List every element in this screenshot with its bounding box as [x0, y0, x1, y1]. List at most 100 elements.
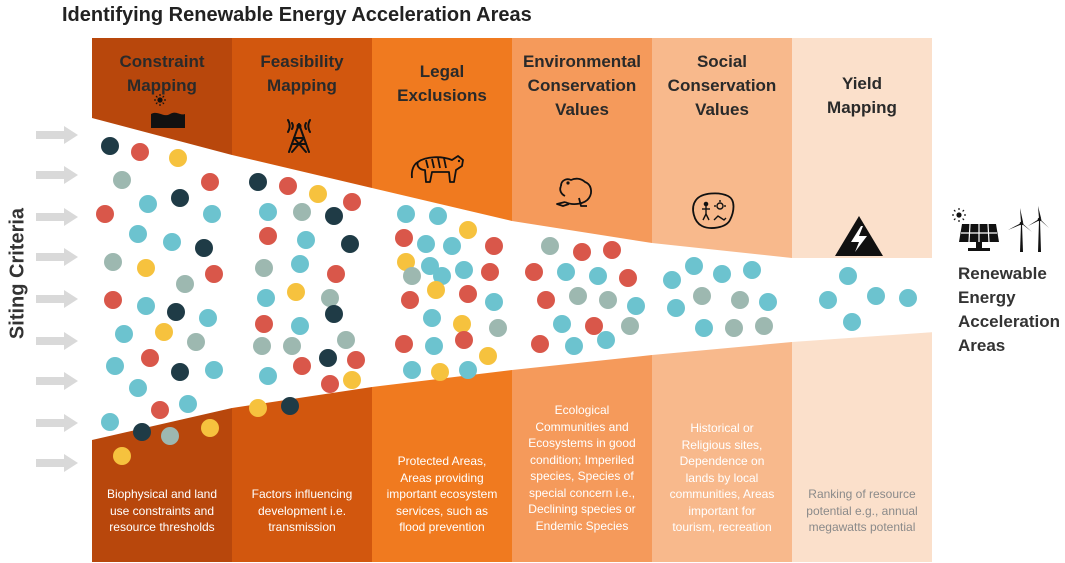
criteria-dot — [293, 203, 311, 221]
criteria-dot — [589, 267, 607, 285]
result-label: Renewable Energy Acceleration Areas — [958, 262, 1060, 358]
criteria-dot — [553, 315, 571, 333]
stage-description-line: Communities and — [535, 419, 629, 434]
input-arrow — [36, 414, 78, 432]
criteria-dot — [139, 195, 157, 213]
criteria-dot — [599, 291, 617, 309]
criteria-dot — [249, 173, 267, 191]
criteria-dot — [481, 263, 499, 281]
result-label-line: Acceleration — [958, 312, 1061, 331]
criteria-dot — [479, 347, 497, 365]
stage-description-line: species, Species of — [530, 469, 634, 483]
criteria-dot — [337, 331, 355, 349]
criteria-dot — [201, 173, 219, 191]
stage-description-line: development i.e. — [257, 503, 347, 518]
criteria-dot — [169, 149, 187, 167]
criteria-dots — [96, 137, 917, 465]
stage-description: Factors influencing development i.e. tra… — [238, 486, 366, 536]
criteria-dot — [283, 337, 301, 355]
criteria-dot — [259, 367, 277, 385]
criteria-dot — [685, 257, 703, 275]
input-arrow — [36, 166, 78, 184]
criteria-dot — [433, 267, 451, 285]
stage-heading-line: Values — [695, 100, 749, 119]
criteria-dot — [259, 203, 277, 221]
result-label-line: Renewable — [958, 264, 1047, 283]
criteria-dot — [395, 335, 413, 353]
stage-description-line: transmission — [268, 520, 336, 534]
criteria-dot — [603, 241, 621, 259]
stage-description-line: Ecological — [554, 403, 610, 417]
criteria-dot — [321, 289, 339, 307]
criteria-dot — [839, 267, 857, 285]
criteria-dot — [155, 323, 173, 341]
criteria-dot — [171, 363, 189, 381]
criteria-dot — [755, 317, 773, 335]
stage-heading: Social Conservation Values — [652, 50, 792, 122]
criteria-dot — [425, 337, 443, 355]
criteria-dot — [421, 257, 439, 275]
stage-description: Biophysical and land use constraints and… — [98, 486, 226, 536]
criteria-dot — [141, 349, 159, 367]
criteria-dot — [325, 305, 343, 323]
criteria-dot — [403, 267, 421, 285]
stage-heading: Feasibility Mapping — [232, 50, 372, 98]
criteria-dot — [176, 275, 194, 293]
criteria-dot — [541, 237, 559, 255]
criteria-dot — [573, 243, 591, 261]
solar-panel-icon — [952, 208, 999, 251]
stage-description-line: Dependence on — [679, 454, 765, 468]
criteria-dot — [106, 357, 124, 375]
criteria-dot — [431, 363, 449, 381]
criteria-dot — [279, 177, 297, 195]
criteria-dot — [731, 291, 749, 309]
stage-heading-line: Social — [696, 52, 748, 71]
criteria-dot — [403, 361, 421, 379]
criteria-dot — [759, 293, 777, 311]
criteria-dot — [455, 261, 473, 279]
stage-description-line: communities, Areas — [669, 487, 775, 501]
diagram-title: Identifying Renewable Energy Acceleratio… — [62, 4, 532, 26]
criteria-dot — [287, 283, 305, 301]
stage-description-line: services, such as — [395, 503, 489, 518]
stage-heading-line: Environmental — [522, 52, 642, 71]
stage-heading: Constraint Mapping — [92, 50, 232, 98]
wind-turbine-icon — [1008, 206, 1049, 252]
high-voltage-icon — [835, 216, 883, 256]
criteria-dot — [819, 291, 837, 309]
stage-heading-line: Yield — [842, 74, 882, 93]
input-arrow — [36, 248, 78, 266]
stage-description-line: Areas providing — [400, 470, 484, 485]
criteria-dot — [167, 303, 185, 321]
stage-description-line: condition; Imperiled — [529, 452, 635, 467]
stage-heading-line: Conservation — [667, 76, 777, 95]
stage-description-line: Historical or — [690, 421, 754, 435]
criteria-dot — [309, 185, 327, 203]
criteria-dot — [161, 427, 179, 445]
criteria-dot — [695, 319, 713, 337]
criteria-dot — [321, 375, 339, 393]
criteria-dot — [343, 193, 361, 211]
result-label-line: Energy — [958, 288, 1016, 307]
criteria-dot — [255, 259, 273, 277]
criteria-dot — [537, 291, 555, 309]
stage-description-line: Protected Areas, — [397, 454, 487, 468]
result-label-line: Areas — [958, 336, 1006, 355]
criteria-dot — [663, 271, 681, 289]
criteria-dot — [397, 205, 415, 223]
stage-heading-line: Conservation — [527, 76, 637, 95]
criteria-dot — [459, 285, 477, 303]
criteria-dot — [485, 237, 503, 255]
stage-heading-line: Mapping — [127, 76, 197, 95]
criteria-dot — [131, 143, 149, 161]
criteria-dot — [531, 335, 549, 353]
criteria-dot — [843, 313, 861, 331]
criteria-dot — [585, 317, 603, 335]
criteria-dot — [187, 333, 205, 351]
criteria-dot — [179, 395, 197, 413]
stage-heading: Environmental Conservation Values — [512, 50, 652, 122]
criteria-dot — [96, 205, 114, 223]
criteria-dot — [429, 207, 447, 225]
criteria-dot — [319, 349, 337, 367]
